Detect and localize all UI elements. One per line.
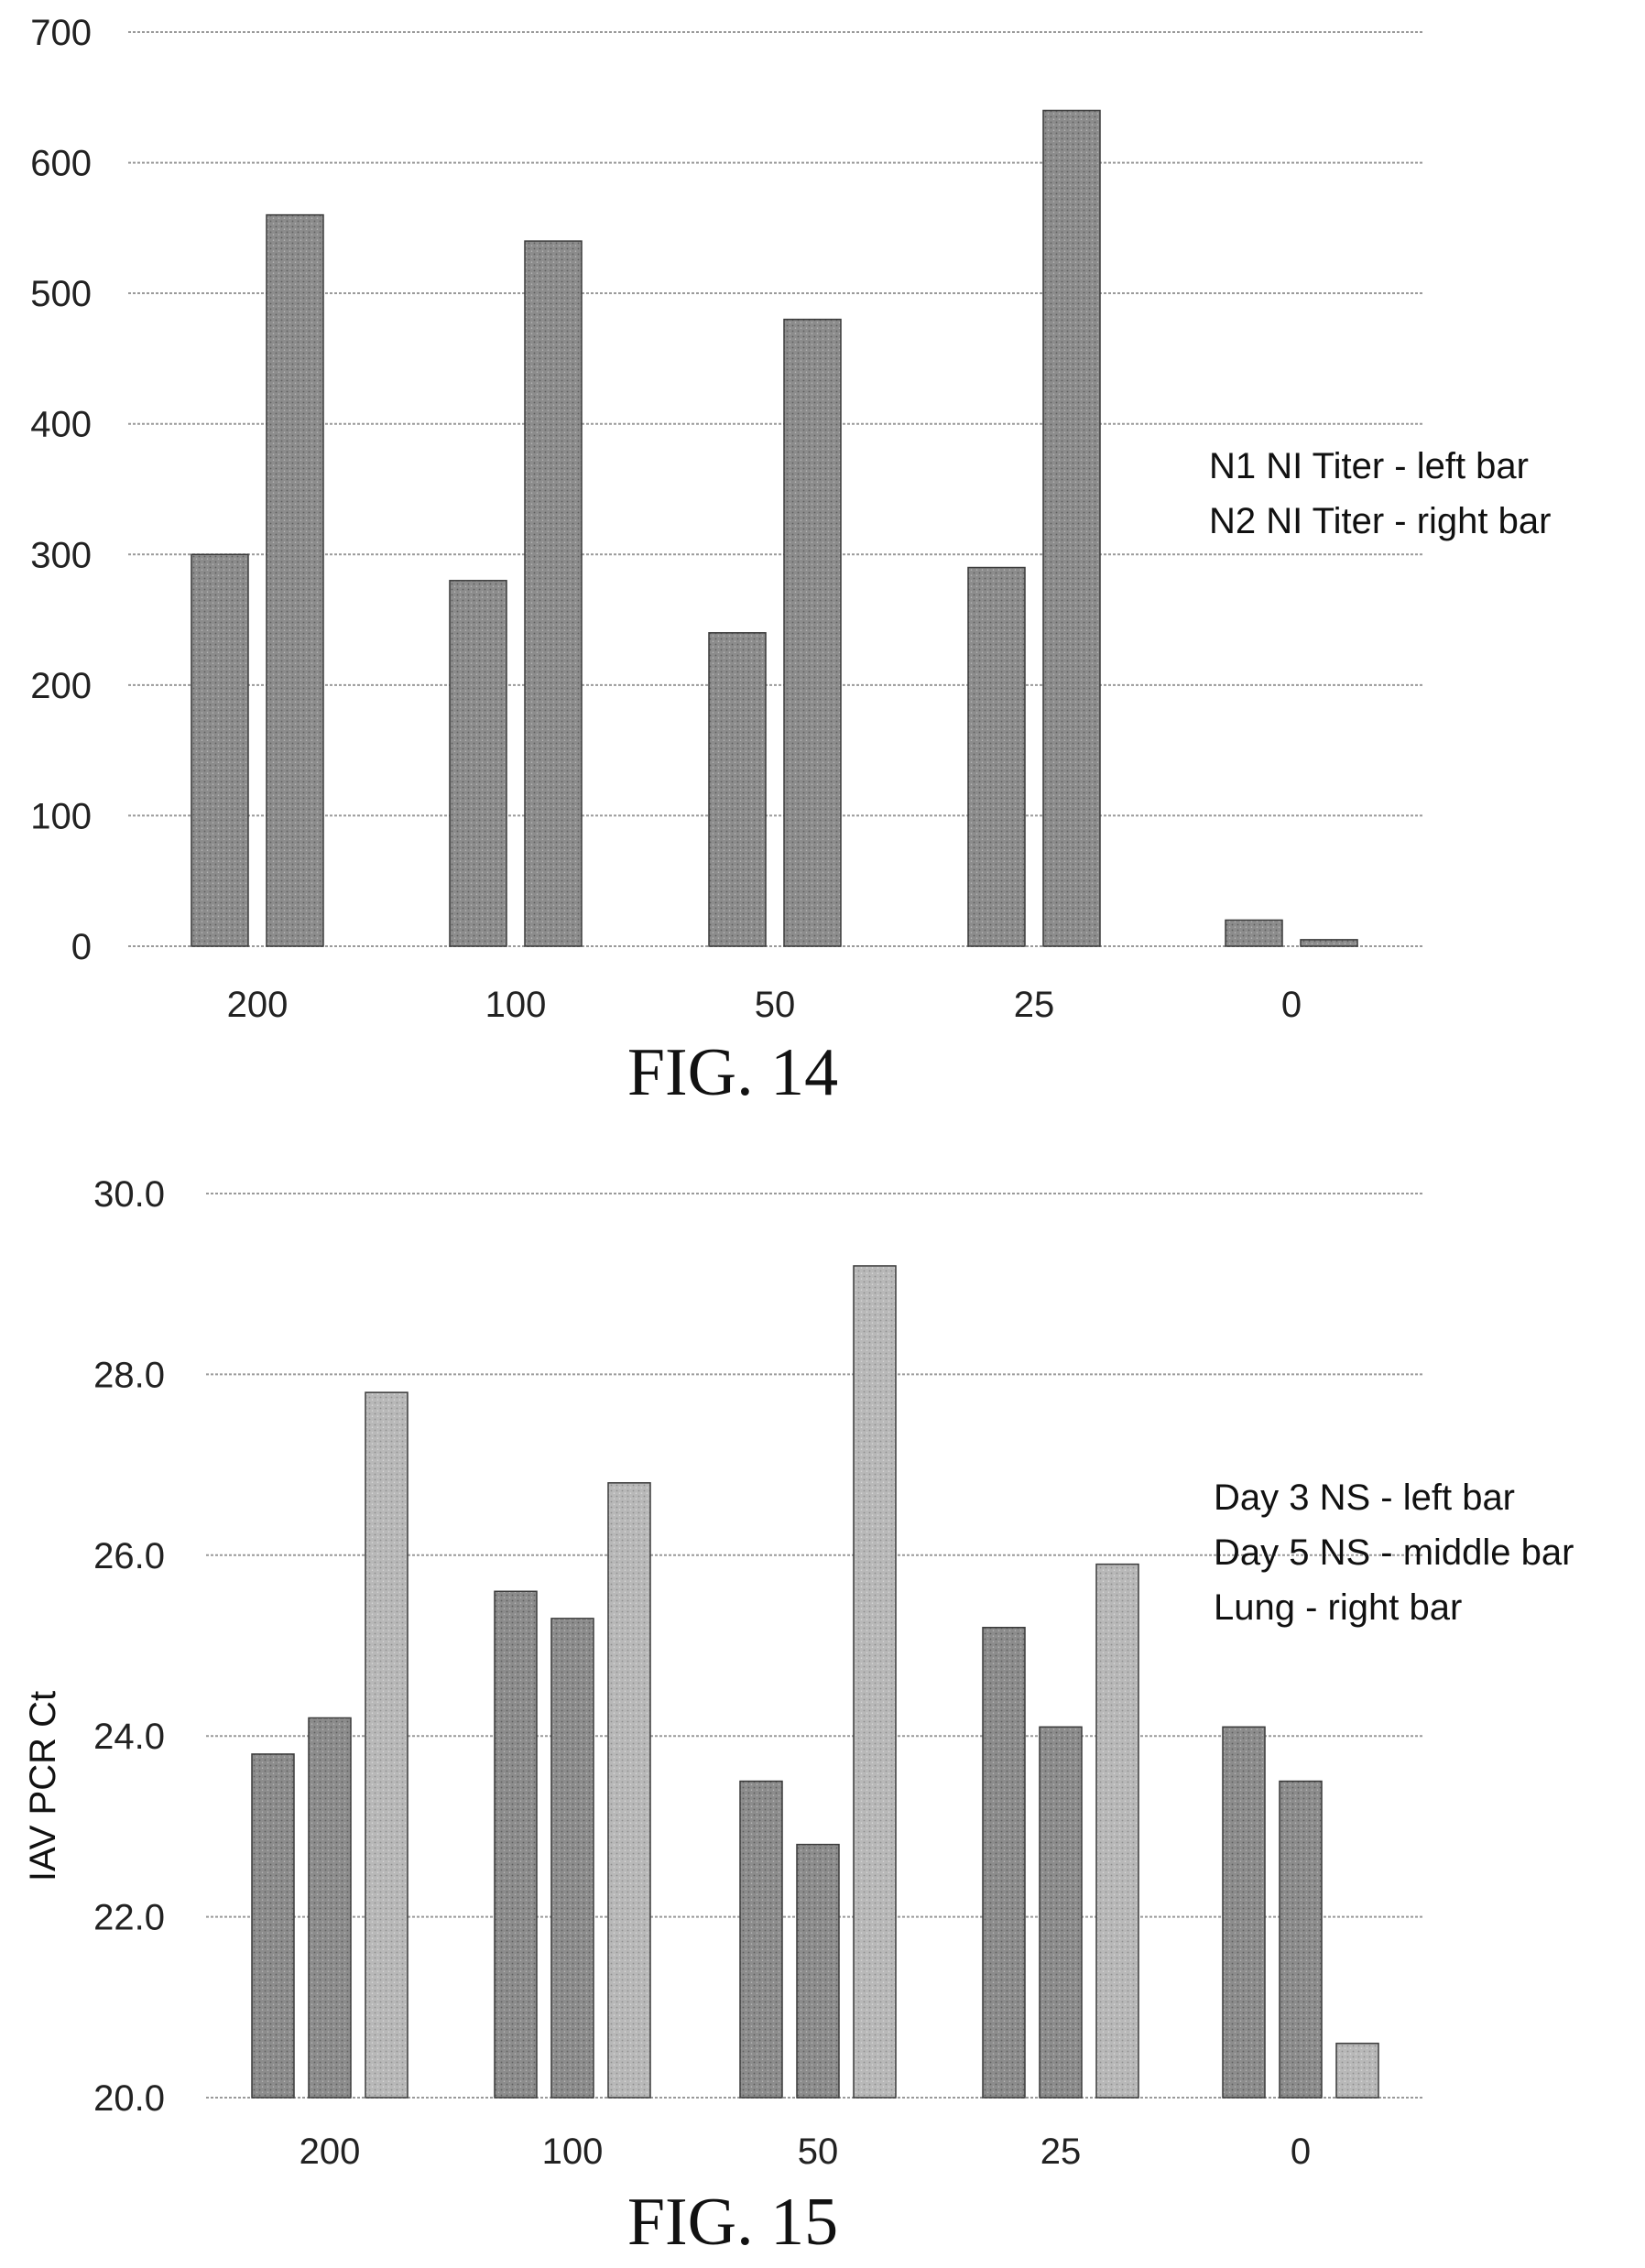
- fig15-legend-entry-3: Lung - right bar: [1214, 1587, 1462, 1628]
- fig14-bar-0-s1: [1225, 919, 1283, 947]
- fig15-bar-50-s1: [739, 1780, 783, 2099]
- fig14-y-tick-1: 100: [30, 796, 92, 836]
- fig14-legend-entry-2: N2 NI Titer - right bar: [1209, 501, 1551, 541]
- fig15-bar-50-s3: [853, 1265, 897, 2099]
- fig14-y-tick-3: 300: [30, 535, 92, 575]
- fig15-bar-50-s2: [796, 1843, 840, 2099]
- fig15-bar-25-s2: [1039, 1726, 1083, 2099]
- fig14-y-tick-labels: 0 100 200 300 400 500 600 700: [30, 13, 92, 967]
- fig14-bar-100-s1: [449, 580, 507, 947]
- fig14-y-tick-7: 700: [30, 13, 92, 53]
- fig15-bar-100-s1: [494, 1590, 538, 2099]
- fig15-category-label-25: 25: [1040, 2132, 1082, 2172]
- fig14-caption: FIG. 14: [627, 1035, 838, 1110]
- fig15-bar-0-s1: [1222, 1726, 1266, 2099]
- fig15-legend-entry-1: Day 3 NS - left bar: [1214, 1477, 1515, 1518]
- fig14-y-tick-2: 200: [30, 666, 92, 706]
- fig15-bar-25-s3: [1095, 1563, 1139, 2099]
- fig14-bar-100-s2: [524, 240, 583, 947]
- fig14-category-label-25: 25: [1014, 985, 1055, 1025]
- fig14-category-label-50: 50: [755, 985, 796, 1025]
- fig15-bar-0-s3: [1335, 2043, 1379, 2099]
- fig15-bar-100-s2: [550, 1618, 594, 2099]
- fig15-y-tick-4: 28.0: [93, 1355, 165, 1395]
- fig15-y-tick-3: 26.0: [93, 1536, 165, 1576]
- fig15-category-label-100: 100: [542, 2132, 604, 2172]
- fig15-y-tick-5: 30.0: [93, 1174, 165, 1215]
- fig14-bars: [191, 109, 1358, 947]
- fig14-y-tick-4: 400: [30, 405, 92, 445]
- fig15-bar-200-s2: [308, 1717, 352, 2099]
- fig14-bar-50-s1: [708, 632, 767, 947]
- fig14-category-labels: 200 100 50 25 0: [227, 985, 1302, 1025]
- fig15-category-labels: 200 100 50 25 0: [300, 2132, 1312, 2172]
- chart-fig14: 0 100 200 300 400 500 600 700 200 100 50 25 0 N1 NI…: [30, 13, 1551, 1110]
- fig14-y-tick-5: 500: [30, 274, 92, 314]
- fig14-gridlines: [128, 31, 1424, 947]
- fig14-category-label-200: 200: [227, 985, 289, 1025]
- fig14-bar-25-s2: [1042, 109, 1101, 947]
- fig15-category-label-200: 200: [300, 2132, 361, 2172]
- fig14-bar-0-s2: [1300, 939, 1358, 947]
- fig15-legend-entry-2: Day 5 NS - middle bar: [1214, 1532, 1574, 1573]
- fig15-bar-200-s1: [251, 1753, 295, 2099]
- fig15-bars: [251, 1265, 1379, 2099]
- chart-fig15: 20.0 22.0 24.0 26.0 28.0 30.0 200 100 50 25 0 IAV…: [23, 1174, 1574, 2260]
- fig14-y-tick-6: 600: [30, 144, 92, 184]
- fig15-y-tick-2: 24.0: [93, 1717, 165, 1757]
- fig14-bar-25-s1: [967, 566, 1026, 947]
- fig15-y-tick-1: 22.0: [93, 1898, 165, 1938]
- fig15-bar-200-s3: [365, 1391, 409, 2099]
- fig14-bar-200-s2: [266, 213, 324, 947]
- fig15-y-tick-0: 20.0: [93, 2078, 165, 2119]
- fig15-category-label-0: 0: [1291, 2132, 1311, 2172]
- fig15-y-axis-title: IAV PCR Ct: [23, 1691, 63, 1881]
- fig15-caption: FIG. 15: [627, 2185, 838, 2260]
- fig15-bar-0-s2: [1279, 1780, 1323, 2099]
- fig15-legend: Day 3 NS - left bar Day 5 NS - middle ba…: [1214, 1477, 1574, 1628]
- fig15-bar-25-s1: [982, 1627, 1026, 2099]
- fig14-y-tick-0: 0: [71, 927, 92, 967]
- fig14-bar-50-s2: [783, 318, 842, 947]
- fig14-bar-200-s1: [191, 553, 249, 947]
- fig14-legend-entry-1: N1 NI Titer - left bar: [1209, 446, 1529, 486]
- fig14-category-label-0: 0: [1281, 985, 1302, 1025]
- fig14-category-label-100: 100: [485, 985, 547, 1025]
- fig15-y-tick-labels: 20.0 22.0 24.0 26.0 28.0 30.0: [93, 1174, 165, 2119]
- fig15-bar-100-s3: [607, 1482, 651, 2099]
- fig15-category-label-50: 50: [798, 2132, 839, 2172]
- fig14-legend: N1 NI Titer - left bar N2 NI Titer - rig…: [1209, 446, 1551, 541]
